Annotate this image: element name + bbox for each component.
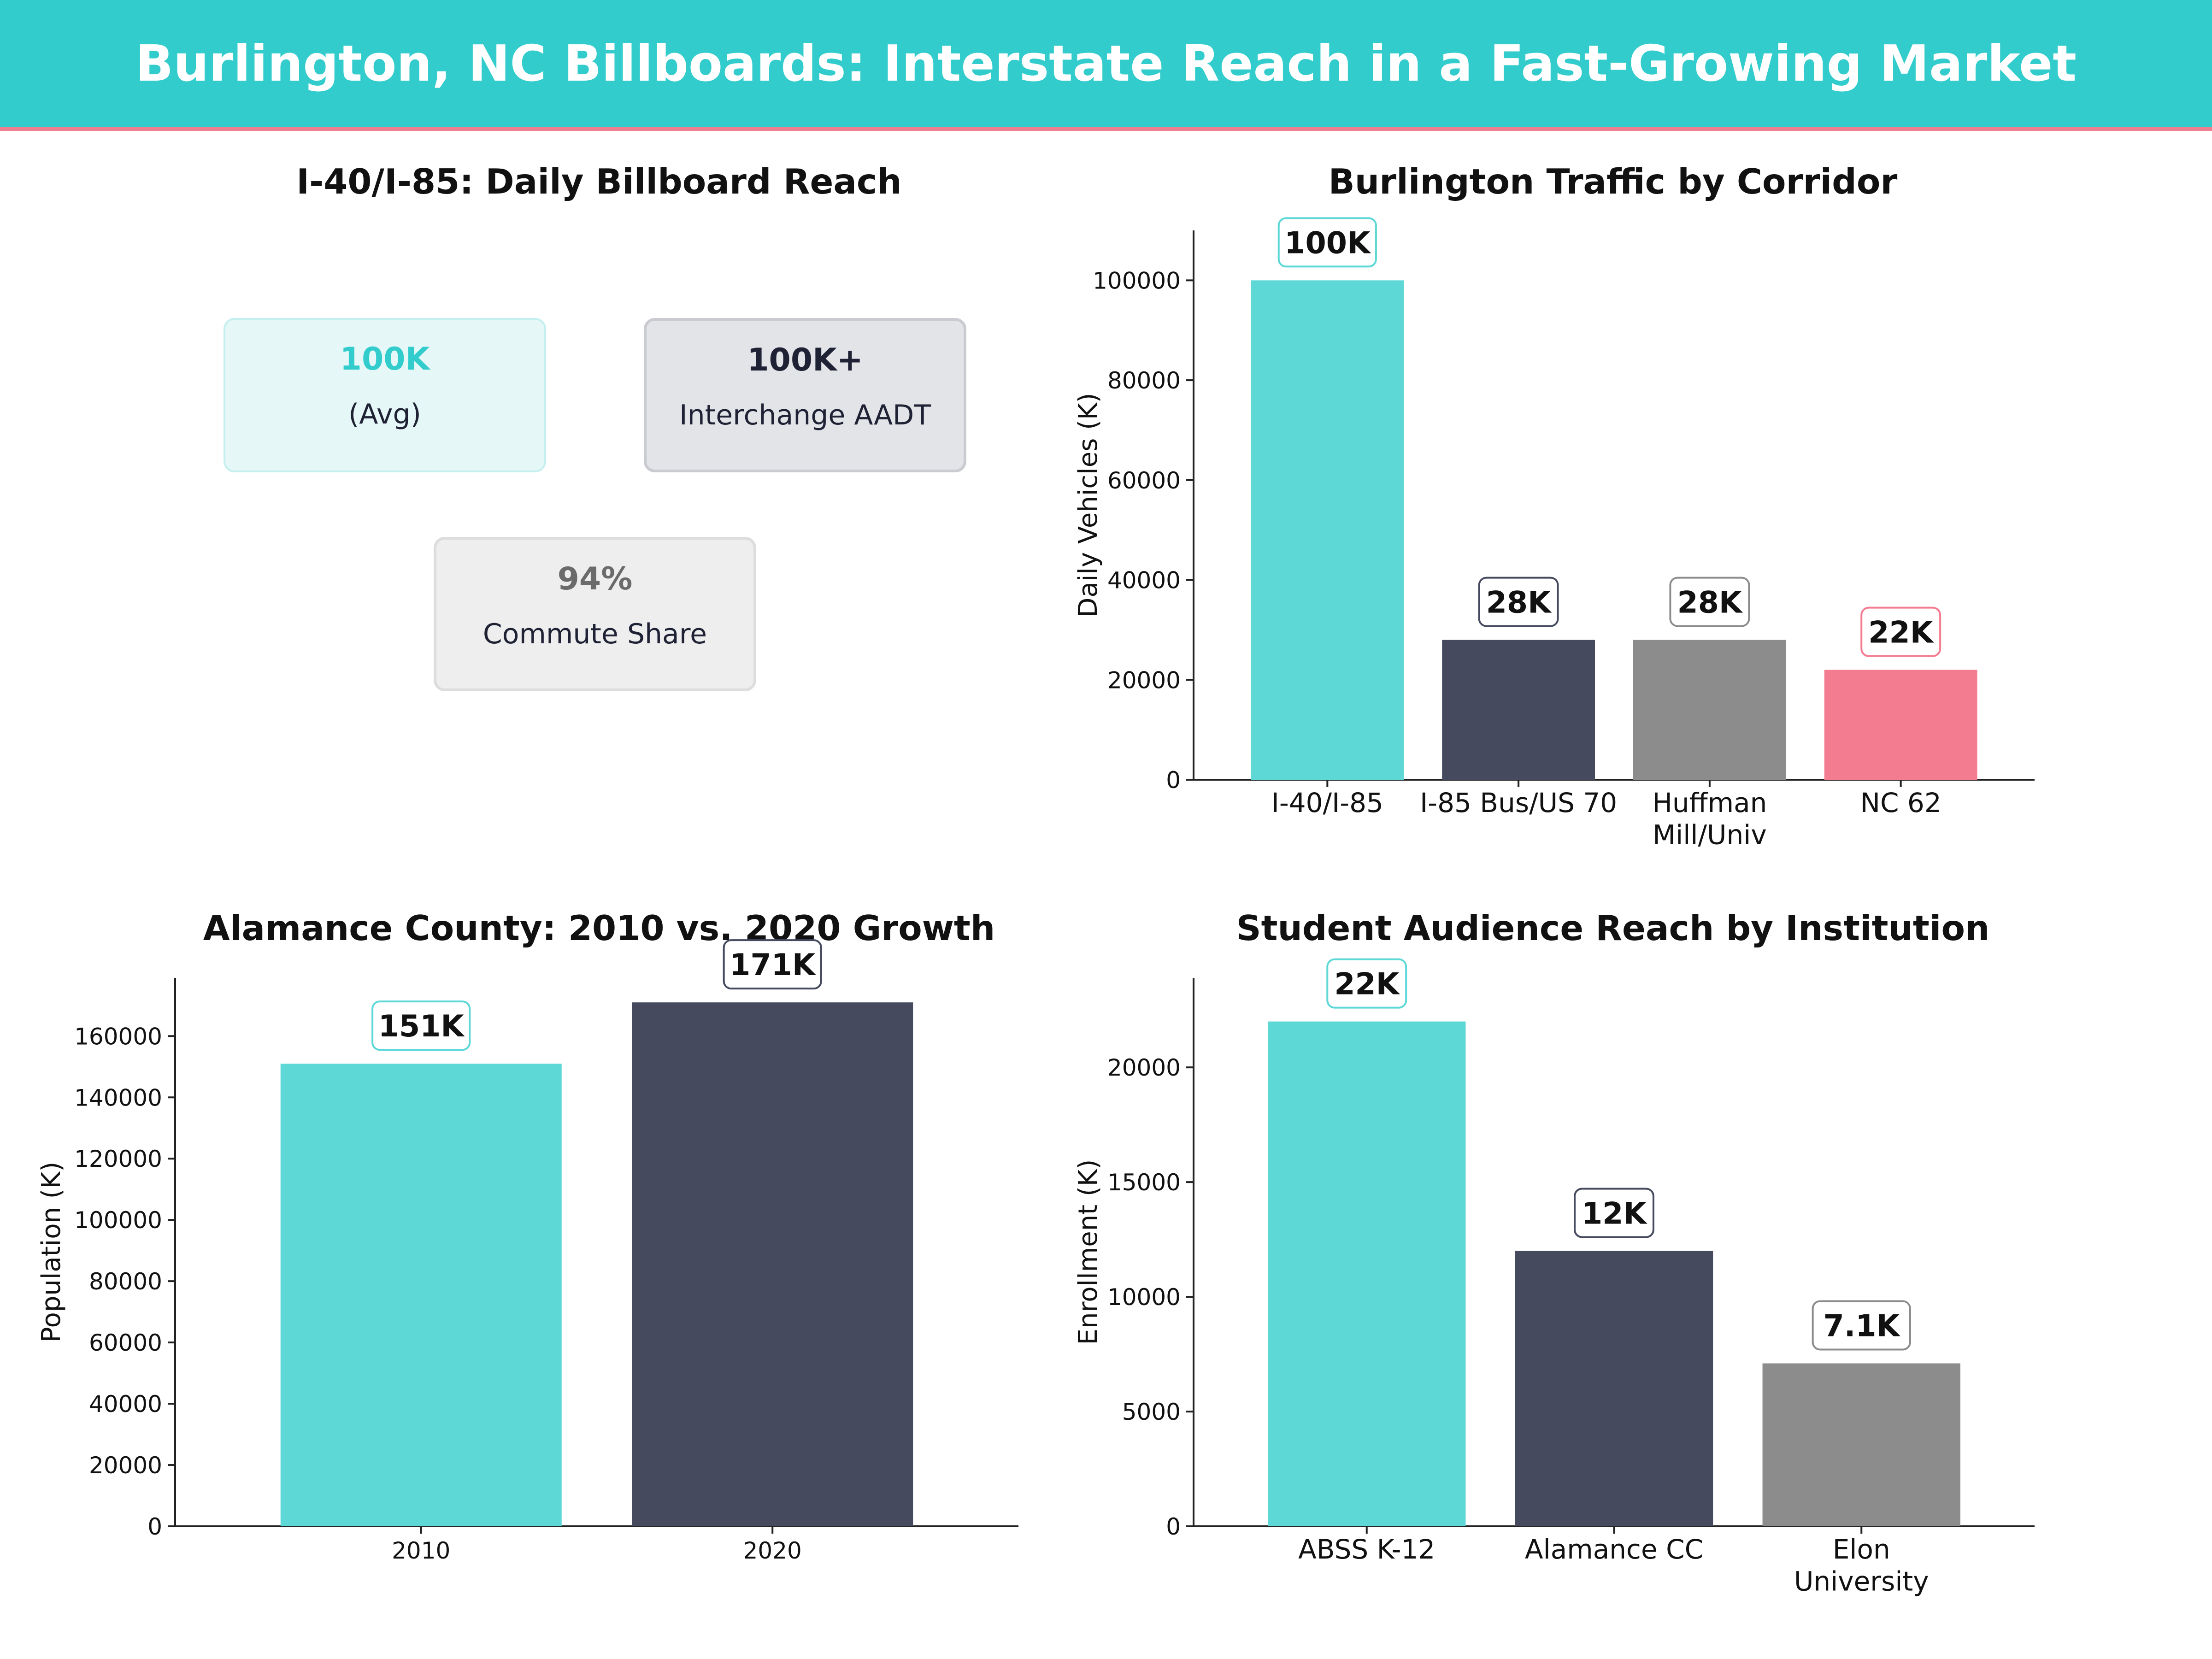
- x-tick-label: 2020: [743, 1537, 802, 1564]
- y-tick-label: 20000: [1107, 1054, 1181, 1081]
- kpi-value: 100K: [340, 341, 430, 377]
- x-tick-label: ABSS K-12: [1298, 1534, 1435, 1565]
- chart-0: 0 20000 40000 60000 80000 100000 Daily Vehicle…: [1073, 217, 2035, 851]
- y-tick-label: 20000: [89, 1452, 162, 1479]
- kpi-card-avg: 100K (Avg): [224, 318, 546, 472]
- data-label-box: [1326, 958, 1407, 1009]
- y-tick-label: 160000: [74, 1023, 162, 1050]
- data-label-box: [371, 1000, 471, 1051]
- x-tick-label: I-85 Bus/US 70: [1420, 787, 1617, 818]
- y-tick-label: 120000: [74, 1146, 162, 1172]
- x-tick-label: I-40/I-85: [1271, 787, 1383, 818]
- x-tick-label: Huffman Mill/Univ: [1652, 787, 1767, 851]
- data-label: 171K: [729, 948, 817, 982]
- kpi-value: 100K+: [747, 342, 863, 378]
- chart-title-students: Student Audience Reach by Institution: [1236, 908, 1990, 948]
- kpi-value: 94%: [557, 561, 633, 597]
- data-label: 151K: [378, 1009, 465, 1044]
- y-tick-label: 40000: [1107, 567, 1181, 594]
- bar-2: [1762, 1363, 1960, 1526]
- y-tick-label: 40000: [89, 1391, 162, 1418]
- y-tick-label: 100000: [1093, 267, 1181, 294]
- y-tick-label: 80000: [1107, 367, 1181, 394]
- kpi-panel-title: I-40/I-85: Daily Billboard Reach: [296, 161, 902, 202]
- data-label: 12K: [1582, 1196, 1647, 1231]
- y-tick-label: 20000: [1107, 667, 1181, 694]
- y-tick-label: 15000: [1107, 1169, 1181, 1196]
- kpi-card-interchange: 100K+ Interchange AADT: [644, 318, 966, 472]
- data-label-box: [1574, 1188, 1654, 1238]
- bar-0: [1251, 280, 1404, 780]
- x-tick-label: Elon University: [1794, 1534, 1929, 1597]
- x-tick-label: Alamance CC: [1525, 1534, 1703, 1565]
- data-label: 22K: [1868, 616, 1934, 650]
- y-tick-label: 60000: [1107, 467, 1181, 494]
- data-label: 7.1K: [1824, 1309, 1901, 1343]
- y-axis-label: Daily Vehicles (K): [1073, 393, 1103, 617]
- data-label-box: [1669, 577, 1750, 627]
- x-tick-label: 2010: [392, 1537, 450, 1564]
- y-tick-label: 100000: [74, 1207, 162, 1234]
- bar-1: [1515, 1251, 1713, 1526]
- kpi-card-commute: 94% Commute Share: [434, 537, 756, 691]
- data-label-box: [1860, 606, 1941, 657]
- bar-3: [1824, 670, 1977, 780]
- bar-1: [1442, 640, 1595, 780]
- y-tick-label: 10000: [1107, 1284, 1181, 1311]
- y-tick-label: 5000: [1122, 1399, 1181, 1425]
- y-axis-label: Enrollment (K): [1073, 1159, 1103, 1345]
- data-label-box: [723, 939, 822, 990]
- data-label: 100K: [1284, 226, 1371, 260]
- header-banner: Burlington, NC Billboards: Interstate Re…: [0, 0, 2212, 131]
- data-label: 22K: [1334, 967, 1400, 1002]
- bar-1: [632, 1002, 913, 1526]
- data-label: 28K: [1486, 585, 1552, 620]
- chart-1: 0 20000 40000 60000 80000 100000 120000 140000 1…: [36, 939, 1018, 1564]
- y-tick-label: 80000: [89, 1268, 162, 1295]
- page-title: Burlington, NC Billboards: Interstate Re…: [135, 35, 2077, 93]
- chart-title-population: Alamance County: 2010 vs. 2020 Growth: [203, 908, 995, 948]
- chart-2: 0 5000 10000 15000 20000 Enrollment (K) ABSS K…: [1073, 958, 2035, 1597]
- data-label-box: [1812, 1300, 1911, 1351]
- kpi-label: Commute Share: [482, 618, 707, 650]
- y-tick-label: 0: [147, 1513, 162, 1540]
- y-axis-label: Population (K): [36, 1162, 66, 1342]
- y-tick-label: 60000: [89, 1330, 162, 1356]
- bar-2: [1633, 640, 1786, 780]
- bar-0: [280, 1064, 562, 1526]
- data-label-box: [1277, 217, 1377, 268]
- bar-0: [1268, 1021, 1466, 1526]
- kpi-label: Interchange AADT: [679, 399, 931, 431]
- data-label: 28K: [1677, 585, 1743, 620]
- kpi-label: (Avg): [348, 398, 421, 430]
- y-tick-label: 0: [1166, 1513, 1181, 1540]
- chart-title-traffic: Burlington Traffic by Corridor: [1328, 161, 1898, 202]
- y-tick-label: 140000: [74, 1084, 162, 1111]
- y-tick-label: 0: [1166, 767, 1181, 794]
- data-label-box: [1478, 577, 1559, 627]
- x-tick-label: NC 62: [1860, 787, 1941, 818]
